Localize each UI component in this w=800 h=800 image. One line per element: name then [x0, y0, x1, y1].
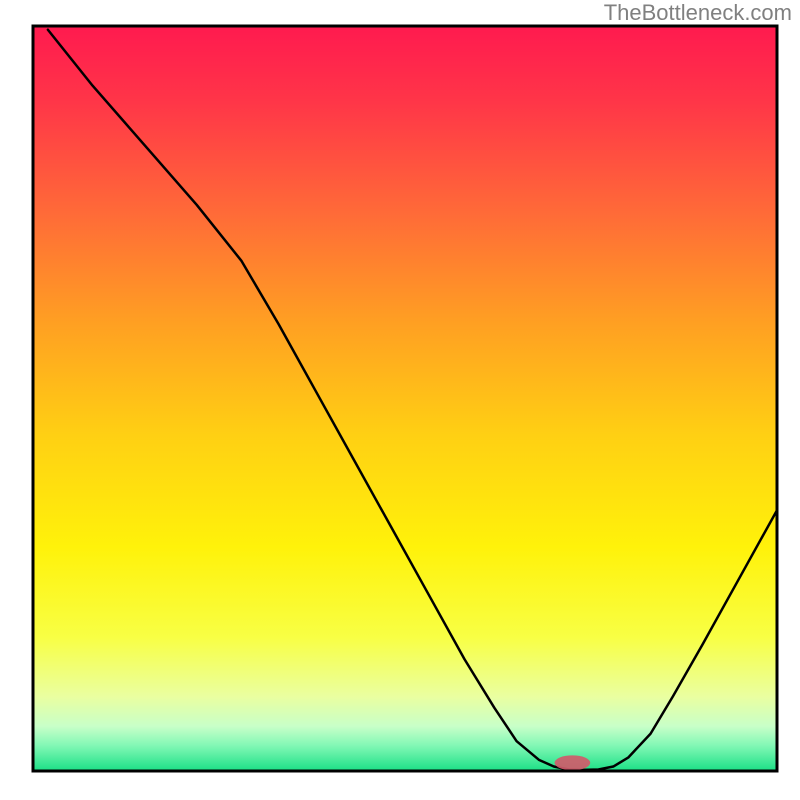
plot-area	[0, 0, 800, 800]
gradient-background	[33, 26, 777, 771]
chart-svg	[0, 0, 800, 800]
watermark-text: TheBottleneck.com	[604, 0, 792, 26]
chart-root: TheBottleneck.com	[0, 0, 800, 800]
optimal-marker	[555, 755, 591, 770]
